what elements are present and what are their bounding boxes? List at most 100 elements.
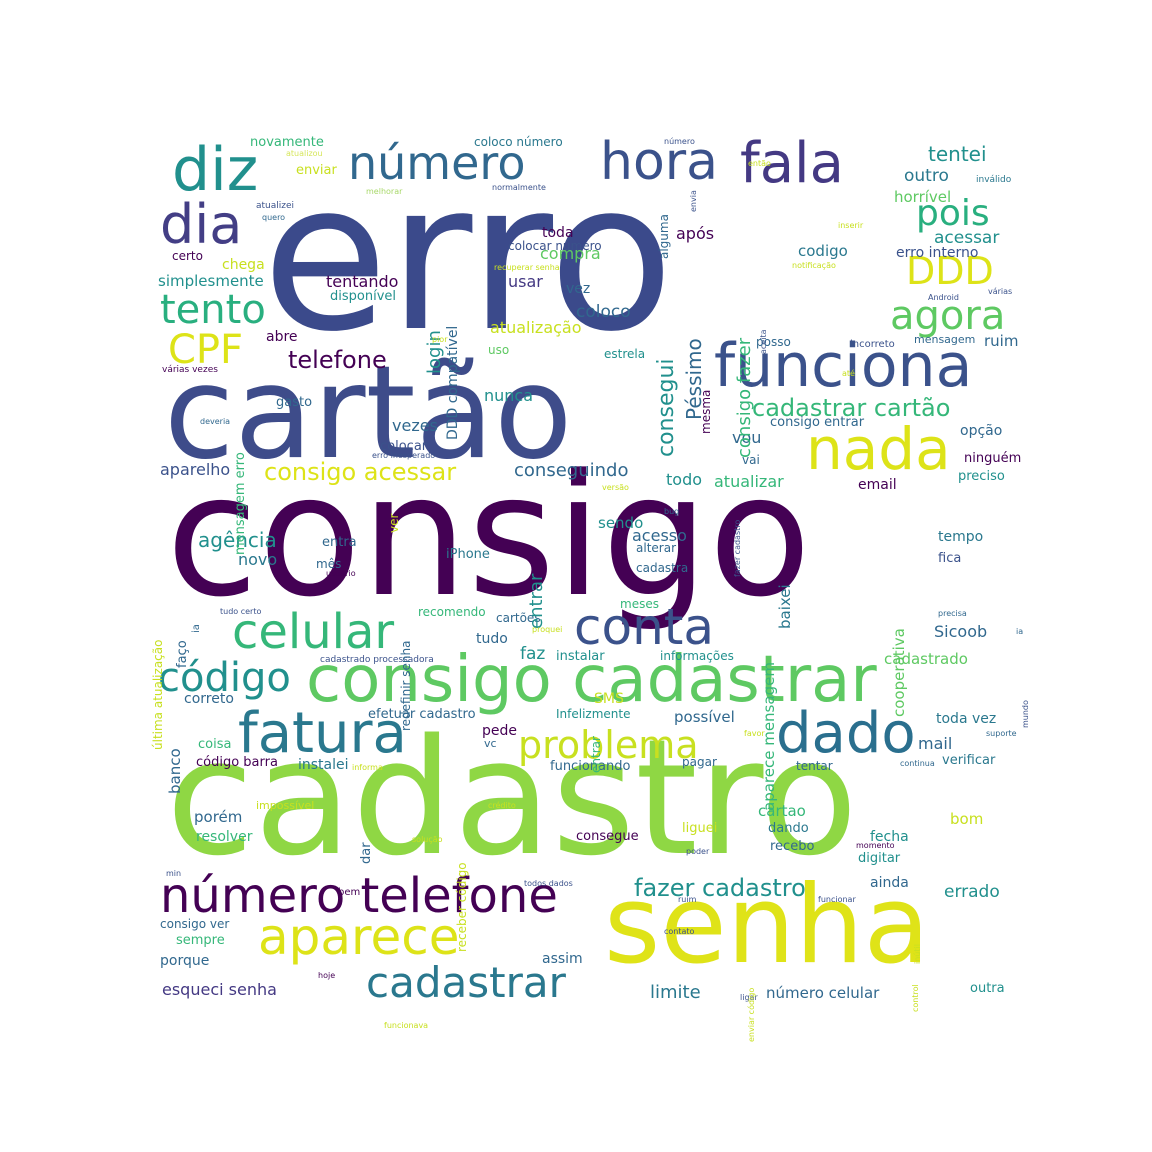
word-posso: posso [756, 335, 791, 349]
word-acessar: acessar [934, 228, 1000, 248]
word-uso: uso [488, 343, 510, 357]
word-impossivel: impossível [256, 799, 315, 812]
word-ate: até [842, 369, 855, 378]
word-cadastrar-cartao: cadastrar cartão [752, 394, 951, 422]
word-novamente: novamente [250, 135, 324, 150]
word-ver: ver [387, 513, 401, 533]
word-porem: porém [194, 808, 243, 826]
word-consigo-acessar: consigo acessar [264, 458, 457, 486]
word-versao: versão [602, 483, 629, 492]
word-entao: então [748, 159, 771, 168]
word-tento: tento [160, 287, 266, 333]
word-pede: pede [482, 723, 517, 739]
word-receber-codigo: receber código [455, 862, 469, 952]
word-coloco-numero: coloco número [474, 135, 563, 149]
word-conta: conta [574, 598, 715, 656]
word-liguei: liguei [682, 821, 718, 836]
word-cadastrado-processadora: cadastrado processadora [320, 655, 434, 665]
word-certo: certo [172, 249, 203, 263]
word-resolver: resolver [196, 829, 253, 845]
word-apos: após [676, 224, 715, 243]
word-possivel: possível [674, 708, 735, 726]
word-momento: momento [856, 841, 895, 850]
word-horrivel: horrível [894, 188, 952, 206]
word-cooperativa: cooperativa [890, 628, 908, 717]
word-varias-vezes: várias vezes [162, 365, 218, 375]
word-ia: ia [1016, 627, 1024, 636]
word-consigo-fazer: consigo fazer [734, 337, 755, 458]
word-continua: continua [900, 759, 935, 768]
word-entra: entra [322, 535, 357, 550]
word-esqueci-senha: esqueci senha [162, 980, 277, 999]
word-agora: agora [890, 293, 1006, 339]
word-fecha: fecha [870, 829, 909, 845]
word-normalmente: normalmente [492, 183, 546, 192]
word-email: email [858, 477, 897, 493]
word-atualizou: atualizou [286, 149, 323, 158]
word-envia: envia [689, 190, 698, 212]
word-hora: hora [600, 132, 719, 192]
word-consigo-cadastrar: consigo cadastrar [306, 643, 877, 717]
word-disponivel: disponível [330, 289, 396, 304]
word-consigo: consigo [166, 438, 812, 634]
word-ruim-small: ruim [678, 895, 697, 904]
word-aceita: aceita [759, 329, 768, 354]
word-opcao: opção [960, 423, 1003, 439]
word-atualizacao: atualização [490, 318, 582, 337]
word-efetuar-cadastro: efetuar cadastro [368, 707, 476, 722]
word-pior: pior [432, 335, 448, 344]
word-funcionando: funcionando [550, 759, 631, 774]
word-todos-dados: todos dados [524, 879, 573, 888]
word-consigo-entrar: consigo entrar [770, 415, 865, 430]
word-banco: banco [166, 748, 184, 794]
word-outro: outro [904, 166, 949, 186]
word-erro-interno: erro interno [896, 245, 979, 261]
word-mensagem: mensagem [914, 333, 976, 346]
word-tudo: tudo [476, 631, 508, 647]
word-dado: dado [776, 701, 916, 766]
word-usuario: usuário [326, 569, 356, 578]
word-funcionar: funcionar [818, 895, 856, 904]
word-cadastro: cadastro [166, 704, 858, 891]
word-vi: ia [191, 624, 202, 633]
word-simplesmente: simplesmente [158, 272, 264, 290]
word-contato: contato [664, 927, 695, 936]
word-porque: porque [160, 953, 210, 969]
word-meses: meses [620, 597, 659, 611]
word-entrar2: entrar [589, 736, 603, 773]
word-consegui: consegui [654, 358, 679, 457]
word-recuperar-senha: recuperar senha [494, 263, 560, 272]
word-sendo: sendo [598, 514, 644, 532]
word-consegue: consegue [576, 829, 639, 844]
word-nunca: nunca [484, 386, 534, 405]
word-abre: abre [266, 329, 298, 345]
word-conseguindo: conseguindo [514, 460, 629, 481]
word-dar: dar [359, 842, 374, 864]
word-novo: novo [238, 550, 278, 569]
word-deveria: deveria [200, 417, 231, 426]
word-instalei: instalei [298, 757, 349, 773]
word-enviar-codigo: enviar código [747, 987, 756, 1042]
word-correto: correto [184, 691, 234, 707]
word-varias: várias [988, 287, 1013, 296]
word-tentei: tentei [928, 142, 987, 166]
word-problema: problema [518, 723, 699, 767]
word-fala: fala [740, 131, 844, 196]
word-numero: número [348, 136, 526, 190]
word-fica: fica [938, 551, 962, 566]
word-bom: bom [950, 810, 984, 828]
word-cartoes: cartões [496, 611, 541, 625]
word-erro-inesperado: erro inesperado [372, 451, 436, 460]
word-errado: errado [944, 882, 1000, 902]
word-mes: mês [316, 557, 342, 571]
word-erro: erro [262, 139, 675, 377]
word-cartao2: cartao [758, 802, 806, 820]
word-pagar: pagar [682, 755, 717, 769]
word-ultima-atualizacao: última atualização [151, 639, 165, 750]
word-incorreto: incorreto [850, 339, 895, 350]
word-tentar: tentar [796, 759, 833, 773]
word-cartao: cartão [164, 339, 573, 488]
word-colocar: colocar [380, 439, 428, 454]
word-consigo-ver: consigo ver [160, 917, 230, 931]
word-tentando: tentando [326, 272, 399, 291]
